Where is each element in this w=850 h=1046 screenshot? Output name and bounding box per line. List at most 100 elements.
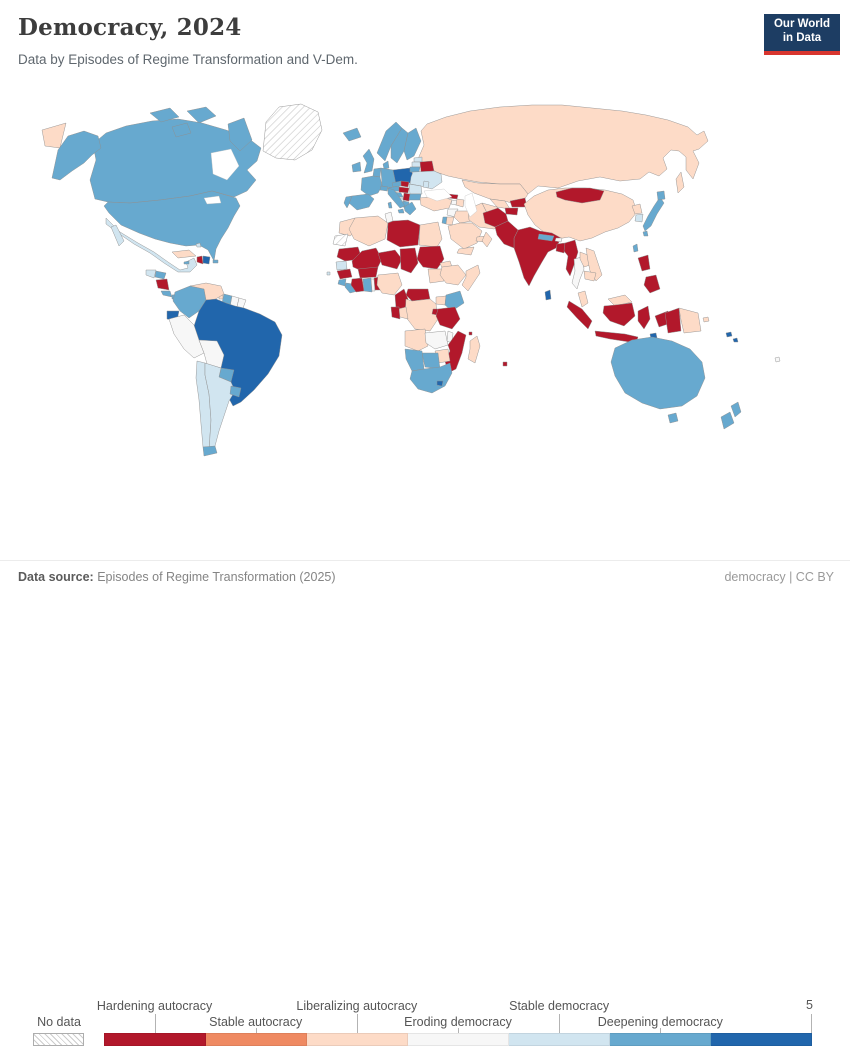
country-cambodia[interactable]: [583, 270, 597, 282]
country-malaysia[interactable]: [577, 290, 589, 308]
country-mexico[interactable]: [110, 224, 125, 247]
country-benelux[interactable]: [372, 167, 382, 178]
legend-segment-1[interactable]: [206, 1033, 307, 1046]
country-ireland[interactable]: [351, 161, 362, 173]
country-serbia[interactable]: [402, 192, 411, 202]
country-papua-new-guinea[interactable]: [678, 307, 702, 334]
country-bangladesh[interactable]: [555, 242, 566, 254]
country-greenland[interactable]: [262, 103, 323, 161]
country-new-zealand[interactable]: [720, 411, 735, 430]
country-guinea[interactable]: [336, 268, 353, 280]
country-honduras[interactable]: [154, 270, 167, 280]
country-guatemala[interactable]: [145, 269, 157, 279]
country-madagascar[interactable]: [467, 335, 481, 364]
country-togo[interactable]: [370, 278, 376, 292]
country-namibia[interactable]: [404, 348, 425, 372]
country-haiti[interactable]: [196, 255, 204, 265]
country-nepal[interactable]: [537, 233, 555, 242]
country-cuba[interactable]: [171, 249, 197, 259]
country-tanzania[interactable]: [435, 306, 461, 330]
country-india[interactable]: [513, 226, 562, 287]
country-new-zealand[interactable]: [730, 401, 742, 418]
country-uganda[interactable]: [435, 295, 447, 306]
country-sierra-leone[interactable]: [337, 278, 347, 287]
country-dr-congo[interactable]: [404, 298, 439, 332]
country-philippines[interactable]: [643, 274, 661, 294]
country-botswana[interactable]: [421, 352, 441, 370]
legend-segment-5[interactable]: [610, 1033, 711, 1046]
country-mexico[interactable]: [105, 217, 198, 273]
country-canada[interactable]: [171, 122, 192, 138]
country-papua-new-guinea[interactable]: [702, 316, 710, 323]
country-nicaragua[interactable]: [155, 278, 170, 291]
country-sudan[interactable]: [416, 245, 445, 270]
country-indonesia[interactable]: [637, 305, 651, 330]
country-finland[interactable]: [403, 127, 422, 161]
country-lithuania[interactable]: [409, 166, 421, 173]
country-australia[interactable]: [667, 412, 679, 424]
country-japan[interactable]: [656, 190, 666, 201]
no-data-swatch[interactable]: [33, 1033, 84, 1046]
country-romania[interactable]: [408, 183, 423, 195]
country-south-sudan[interactable]: [427, 268, 445, 284]
legend-segment-3[interactable]: [408, 1033, 509, 1046]
country-myanmar[interactable]: [563, 239, 579, 277]
country-tajikistan[interactable]: [504, 207, 519, 216]
country-gabon[interactable]: [390, 306, 401, 320]
country-oman[interactable]: [481, 231, 493, 248]
country-argentina[interactable]: [204, 362, 236, 452]
country-pakistan[interactable]: [494, 220, 519, 249]
country-moldova[interactable]: [422, 180, 430, 189]
country-japan[interactable]: [642, 230, 649, 237]
country-somalia[interactable]: [461, 264, 481, 292]
country-france[interactable]: [360, 175, 383, 197]
country-fiji[interactable]: [774, 356, 781, 363]
country-lesotho[interactable]: [436, 380, 444, 387]
country-saudi-arabia[interactable]: [447, 222, 483, 250]
license-link[interactable]: democracy | CC BY: [724, 570, 834, 584]
legend-segment-2[interactable]: [307, 1033, 408, 1046]
country-nigeria[interactable]: [376, 272, 403, 296]
country-kenya[interactable]: [444, 290, 465, 312]
country-malaysia[interactable]: [607, 294, 633, 307]
country-dominican-republic[interactable]: [202, 255, 211, 265]
country-solomon-islands[interactable]: [732, 337, 739, 343]
country-azerbaijan[interactable]: [455, 198, 465, 208]
country-slovakia[interactable]: [400, 180, 410, 188]
owid-logo[interactable]: Our World in Data: [764, 14, 840, 55]
country-libya[interactable]: [386, 219, 421, 248]
country-western-sahara[interactable]: [332, 233, 349, 247]
country-costa-rica[interactable]: [160, 290, 173, 298]
country-chad[interactable]: [399, 247, 419, 274]
country-indonesia[interactable]: [602, 302, 636, 327]
country-portugal[interactable]: [343, 195, 353, 209]
legend-segment-6[interactable]: [711, 1033, 812, 1046]
country-iceland[interactable]: [342, 127, 362, 142]
country-canada[interactable]: [149, 107, 180, 123]
country-australia[interactable]: [610, 336, 706, 410]
country-uruguay[interactable]: [229, 385, 242, 398]
country-taiwan[interactable]: [632, 243, 639, 253]
country-canada[interactable]: [186, 106, 217, 124]
country-niger[interactable]: [377, 249, 403, 270]
country-solomon-islands[interactable]: [725, 331, 733, 338]
country-comoros[interactable]: [468, 331, 473, 336]
country-japan[interactable]: [642, 196, 665, 232]
country-chile-south[interactable]: [202, 445, 218, 457]
country-bhutan[interactable]: [554, 237, 563, 243]
country-algeria[interactable]: [348, 215, 389, 247]
country-vietnam[interactable]: [585, 247, 603, 282]
country-estonia[interactable]: [413, 156, 423, 163]
country-iraq[interactable]: [453, 210, 473, 224]
country-mongolia[interactable]: [555, 187, 605, 204]
country-canada[interactable]: [227, 117, 253, 152]
country-russia[interactable]: [675, 171, 685, 194]
country-mauritius[interactable]: [502, 361, 508, 367]
country-italy[interactable]: [397, 208, 405, 214]
country-united-kingdom[interactable]: [362, 148, 375, 174]
country-south-korea[interactable]: [634, 213, 644, 223]
country-spain[interactable]: [348, 193, 375, 211]
country-puerto-rico[interactable]: [212, 259, 219, 264]
country-zambia[interactable]: [424, 330, 449, 350]
country-ghana[interactable]: [362, 277, 373, 293]
